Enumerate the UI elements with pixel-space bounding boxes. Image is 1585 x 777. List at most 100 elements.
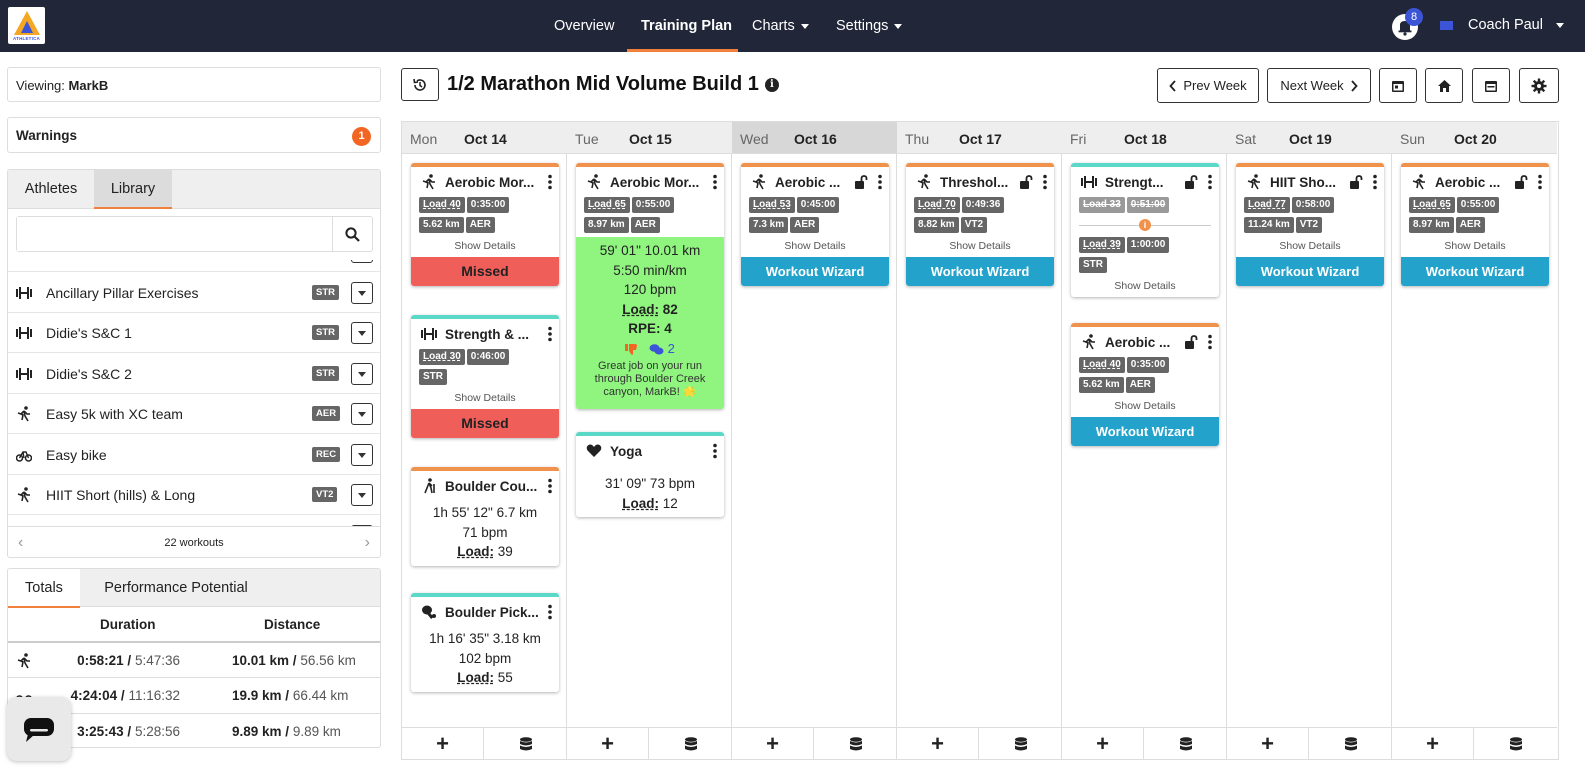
chevron-right-icon[interactable]: › <box>364 534 370 551</box>
library-add-button[interactable] <box>815 728 897 760</box>
chat-button[interactable] <box>7 697 71 761</box>
nav-overview[interactable]: Overview <box>554 18 615 34</box>
library-add-button[interactable] <box>1310 728 1392 760</box>
prev-week-button[interactable]: Prev Week <box>1157 68 1259 103</box>
show-details-link[interactable]: Show Details <box>1114 280 1176 292</box>
add-workout-button[interactable]: + <box>1227 728 1309 760</box>
item-dropdown-button[interactable] <box>351 403 373 425</box>
warnings-panel[interactable]: Warnings 1 <box>7 117 381 153</box>
history-button[interactable] <box>401 68 439 101</box>
user-menu[interactable]: Coach Paul <box>1468 17 1543 33</box>
show-details-link[interactable]: Show Details <box>949 240 1011 252</box>
list-item[interactable]: Easy bike REC <box>8 435 380 475</box>
next-week-button[interactable]: Next Week <box>1267 68 1371 103</box>
workout-card[interactable]: Yoga 31' 09" 73 bpm Load: 12 <box>576 432 724 517</box>
list-item[interactable] <box>8 260 380 272</box>
library-add-button[interactable] <box>1145 728 1227 760</box>
kebab-menu-icon[interactable] <box>547 326 553 342</box>
show-details-link[interactable]: Show Details <box>454 392 516 404</box>
home-button[interactable] <box>1425 68 1463 103</box>
calendar-day-button[interactable] <box>1379 68 1417 103</box>
unlock-icon[interactable] <box>1184 175 1198 189</box>
info-icon[interactable]: i <box>1139 219 1151 231</box>
comments-icon[interactable] <box>649 343 664 356</box>
list-item[interactable] <box>8 516 380 526</box>
search-input[interactable] <box>17 217 332 251</box>
workout-card[interactable]: Boulder Cou... 1h 55' 12" 6.7 km 71 bpm Lo… <box>411 467 559 566</box>
show-details-link[interactable]: Show Details <box>454 240 516 252</box>
kebab-menu-icon[interactable] <box>1207 334 1213 350</box>
workout-wizard-button[interactable]: Workout Wizard <box>1071 417 1219 446</box>
show-details-link[interactable]: Show Details <box>784 240 846 252</box>
library-add-button[interactable] <box>980 728 1062 760</box>
workout-card[interactable]: Aerobic Mor... Load 65 0:55:00 8.97 km AER … <box>576 163 724 409</box>
nav-charts[interactable]: Charts <box>752 0 809 52</box>
workout-card[interactable]: Aerobic ... Load 53 0:45:00 7.3 km AER Show… <box>741 163 889 286</box>
unlock-icon[interactable] <box>854 175 868 189</box>
show-details-link[interactable]: Show Details <box>1444 240 1506 252</box>
kebab-menu-icon[interactable] <box>1207 174 1213 190</box>
kebab-menu-icon[interactable] <box>1372 174 1378 190</box>
item-dropdown-button[interactable] <box>351 322 373 344</box>
workout-card[interactable]: Strengt... Load 33 0:51:00 i Load 39 1:00:… <box>1071 163 1219 297</box>
item-dropdown-button[interactable] <box>351 260 373 263</box>
search-button[interactable] <box>332 217 372 251</box>
item-dropdown-button[interactable] <box>351 363 373 385</box>
item-dropdown-button[interactable] <box>351 484 373 506</box>
show-details-link[interactable]: Show Details <box>1114 400 1176 412</box>
settings-button[interactable] <box>1519 68 1559 103</box>
workout-card[interactable]: HIIT Sho... Load 77 0:58:00 11.24 km VT2 Sh… <box>1236 163 1384 286</box>
info-icon[interactable]: i <box>764 77 779 92</box>
kebab-menu-icon[interactable] <box>547 174 553 190</box>
chevron-left-icon[interactable]: ‹ <box>18 534 24 551</box>
nav-settings[interactable]: Settings <box>836 0 903 52</box>
thumbs-down-icon[interactable] <box>625 343 638 356</box>
library-add-button[interactable] <box>485 728 567 760</box>
workout-wizard-button[interactable]: Workout Wizard <box>1401 257 1549 286</box>
add-workout-button[interactable]: + <box>897 728 979 760</box>
workout-card[interactable]: Threshol... Load 70 0:49:36 8.82 km VT2 Sho… <box>906 163 1054 286</box>
add-workout-button[interactable]: + <box>567 728 649 760</box>
athletica-logo[interactable]: ATHLETICA <box>8 7 45 44</box>
list-item[interactable]: Ancillary Pillar Exercises STR <box>8 273 380 313</box>
tab-library[interactable]: Library <box>94 170 172 209</box>
list-item[interactable]: Easy 5k with XC team AER <box>8 394 380 434</box>
kebab-menu-icon[interactable] <box>547 604 553 620</box>
nav-training-plan[interactable]: Training Plan <box>641 18 733 34</box>
workout-card[interactable]: Strength & ... Load 30 0:46:00 STR Show De… <box>411 315 559 438</box>
show-details-link[interactable]: Show Details <box>1279 240 1341 252</box>
unlock-icon[interactable] <box>1514 175 1528 189</box>
kebab-menu-icon[interactable] <box>1537 174 1543 190</box>
list-item[interactable]: Didie's S&C 1 STR <box>8 313 380 353</box>
tab-athletes[interactable]: Athletes <box>24 181 78 197</box>
unlock-icon[interactable] <box>1349 175 1363 189</box>
unlock-icon[interactable] <box>1184 335 1198 349</box>
kebab-menu-icon[interactable] <box>547 478 553 494</box>
workout-wizard-button[interactable]: Workout Wizard <box>741 257 889 286</box>
tab-totals[interactable]: Totals <box>8 569 80 608</box>
chevron-down-icon[interactable] <box>1556 23 1564 28</box>
item-dropdown-button[interactable] <box>351 444 373 466</box>
kebab-menu-icon[interactable] <box>712 443 718 459</box>
unlock-icon[interactable] <box>1019 175 1033 189</box>
list-item[interactable]: HIIT Short (hills) & Long VT2 <box>8 475 380 515</box>
workout-card[interactable]: Aerobic ... Load 40 0:35:00 5.62 km AER Sho… <box>1071 323 1219 446</box>
workout-wizard-button[interactable]: Workout Wizard <box>906 257 1054 286</box>
kebab-menu-icon[interactable] <box>712 174 718 190</box>
kebab-menu-icon[interactable] <box>1042 174 1048 190</box>
kebab-menu-icon[interactable] <box>877 174 883 190</box>
library-add-button[interactable] <box>1475 728 1557 760</box>
workout-wizard-button[interactable]: Workout Wizard <box>1236 257 1384 286</box>
item-dropdown-button[interactable] <box>351 282 373 304</box>
library-list[interactable]: Ancillary Pillar Exercises STR Didie's S… <box>8 260 380 526</box>
add-workout-button[interactable]: + <box>1062 728 1144 760</box>
add-workout-button[interactable]: + <box>732 728 814 760</box>
add-workout-button[interactable]: + <box>402 728 484 760</box>
tab-performance-potential[interactable]: Performance Potential <box>104 580 248 596</box>
workout-card[interactable]: Aerobic ... Load 65 0:55:00 8.97 km AER Sho… <box>1401 163 1549 286</box>
workout-card[interactable]: Boulder Pick... 1h 16' 35" 3.18 km 102 bp… <box>411 593 559 692</box>
item-dropdown-button[interactable] <box>351 525 373 526</box>
list-item[interactable]: Didie's S&C 2 STR <box>8 354 380 394</box>
workout-card[interactable]: Aerobic Mor... Load 40 0:35:00 5.62 km AER … <box>411 163 559 286</box>
calendar-week-button[interactable] <box>1472 68 1510 103</box>
